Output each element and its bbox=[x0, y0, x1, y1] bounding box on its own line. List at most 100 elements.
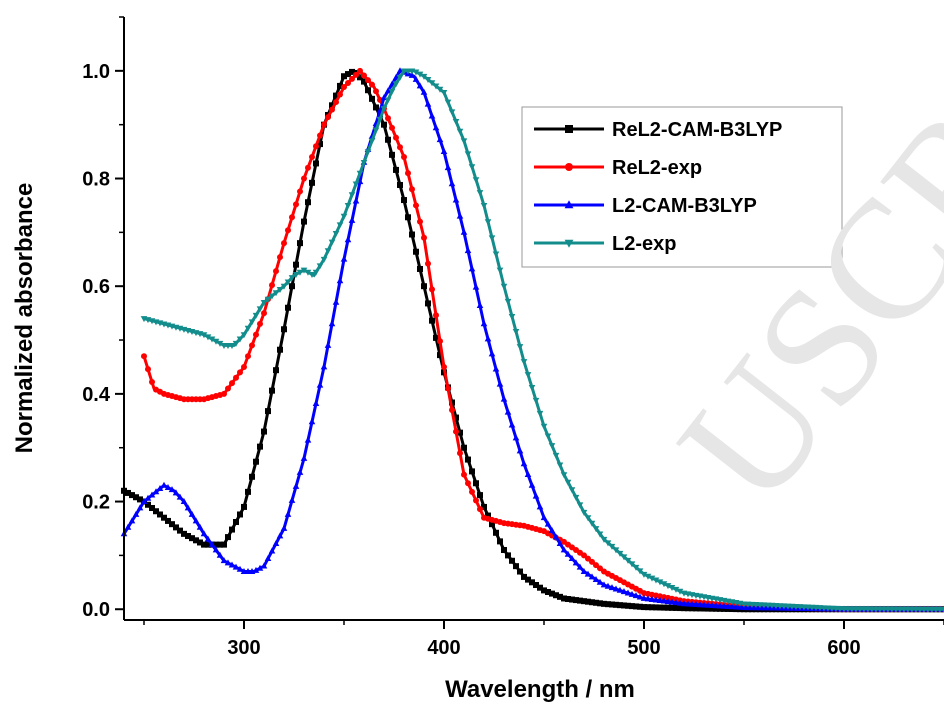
series-marker bbox=[649, 604, 655, 611]
series-marker bbox=[520, 460, 528, 467]
axes: 300 400 500 600 0.0 0.2 0.4 0.6 0.8 1.0 bbox=[82, 16, 944, 659]
series-marker bbox=[440, 147, 448, 154]
series-marker bbox=[241, 503, 247, 510]
series-marker bbox=[305, 199, 311, 206]
series-marker bbox=[272, 539, 280, 546]
series-marker bbox=[188, 510, 196, 517]
series-marker bbox=[456, 128, 464, 135]
series-marker bbox=[189, 535, 195, 542]
series-marker bbox=[469, 468, 475, 475]
series-marker bbox=[624, 589, 632, 596]
series-marker bbox=[496, 380, 504, 387]
series-marker bbox=[572, 494, 580, 501]
series-marker bbox=[508, 421, 516, 428]
series-marker bbox=[653, 604, 659, 611]
series-marker bbox=[405, 170, 411, 177]
series-marker bbox=[308, 271, 316, 278]
series-4 bbox=[140, 68, 944, 613]
series-marker bbox=[264, 296, 272, 303]
y-tick-label: 0.4 bbox=[82, 384, 111, 406]
series-marker bbox=[616, 550, 624, 557]
series-marker bbox=[472, 177, 480, 184]
series-marker bbox=[145, 501, 151, 508]
series-marker bbox=[305, 164, 311, 171]
series-marker bbox=[592, 576, 600, 583]
series-marker bbox=[600, 536, 608, 543]
series-marker bbox=[708, 602, 716, 609]
series-marker bbox=[169, 521, 175, 528]
legend-label: L2-exp bbox=[612, 233, 676, 255]
series-marker bbox=[289, 214, 295, 221]
series-marker bbox=[292, 482, 300, 489]
series-marker bbox=[173, 524, 179, 531]
series-marker bbox=[416, 71, 424, 78]
series-marker bbox=[556, 539, 564, 546]
series-marker bbox=[460, 228, 468, 235]
series-marker bbox=[620, 588, 628, 595]
series-marker bbox=[245, 353, 251, 360]
series-marker bbox=[436, 86, 444, 93]
series-marker bbox=[352, 181, 360, 188]
series-marker bbox=[524, 471, 532, 478]
series-marker bbox=[360, 159, 368, 166]
series-marker bbox=[516, 447, 524, 454]
series-marker bbox=[453, 428, 459, 435]
series-marker bbox=[572, 559, 580, 566]
series-marker bbox=[320, 256, 328, 263]
series-marker bbox=[212, 338, 220, 345]
series-marker bbox=[292, 271, 300, 278]
series-marker bbox=[428, 112, 436, 119]
series-marker bbox=[233, 374, 239, 381]
series-marker bbox=[340, 213, 348, 220]
series-marker bbox=[713, 605, 719, 612]
legend-label: ReL2-exp bbox=[612, 157, 702, 179]
series-marker bbox=[308, 418, 316, 425]
series-marker bbox=[288, 275, 296, 282]
series-marker bbox=[293, 261, 299, 268]
series-marker bbox=[352, 197, 360, 204]
series-marker bbox=[716, 602, 724, 609]
series-marker bbox=[337, 91, 343, 98]
series-marker bbox=[221, 390, 227, 397]
legend-marker bbox=[565, 163, 573, 171]
series-marker bbox=[508, 313, 516, 320]
series-marker bbox=[536, 410, 544, 417]
series-marker bbox=[361, 78, 367, 85]
series-marker bbox=[672, 599, 680, 606]
series-marker bbox=[596, 578, 604, 585]
series-marker bbox=[613, 601, 619, 608]
series-marker bbox=[481, 503, 487, 510]
series-marker bbox=[456, 212, 464, 219]
series-marker bbox=[589, 599, 595, 606]
series-marker bbox=[381, 121, 387, 128]
series-marker bbox=[425, 300, 431, 307]
series-marker bbox=[421, 283, 427, 290]
series-marker bbox=[332, 298, 340, 305]
series-marker bbox=[285, 304, 291, 311]
series-marker bbox=[612, 585, 620, 592]
series-marker bbox=[313, 160, 319, 167]
series-marker bbox=[309, 153, 315, 160]
series-marker bbox=[533, 582, 539, 589]
series-marker bbox=[277, 346, 283, 353]
series-marker bbox=[652, 577, 660, 584]
y-tick-label: 0.6 bbox=[82, 276, 110, 298]
series-marker bbox=[468, 265, 476, 272]
series-marker bbox=[581, 552, 587, 559]
legend-label: L2-CAM-B3LYP bbox=[612, 195, 757, 217]
series-marker bbox=[448, 180, 456, 187]
series-marker bbox=[564, 550, 572, 557]
series-marker bbox=[549, 590, 555, 597]
series-marker bbox=[604, 582, 612, 589]
series-marker bbox=[244, 325, 252, 332]
series-marker bbox=[249, 473, 255, 480]
series-marker bbox=[452, 196, 460, 203]
series-marker bbox=[621, 602, 627, 609]
series-marker bbox=[385, 115, 391, 122]
series-marker bbox=[557, 593, 563, 600]
series-marker bbox=[540, 423, 548, 430]
series-marker bbox=[728, 603, 736, 610]
series-marker bbox=[548, 443, 556, 450]
series-marker bbox=[217, 541, 223, 548]
series-marker bbox=[656, 579, 664, 586]
